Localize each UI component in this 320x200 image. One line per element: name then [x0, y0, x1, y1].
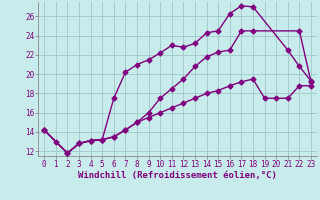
X-axis label: Windchill (Refroidissement éolien,°C): Windchill (Refroidissement éolien,°C): [78, 171, 277, 180]
